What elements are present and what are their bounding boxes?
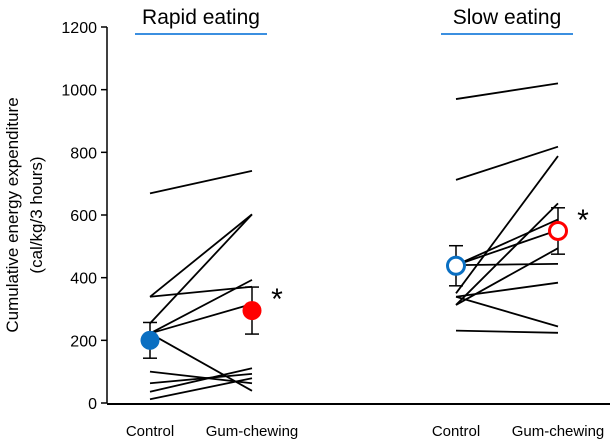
x-tick-label: Control (432, 423, 480, 440)
subject-line (149, 367, 253, 393)
subject-line (455, 262, 559, 267)
y-axis: 0 200 400 600 800 1000 1200 (61, 20, 610, 413)
subject-line (455, 247, 559, 306)
subject-line (149, 303, 253, 335)
y-tick-label: 1200 (61, 20, 97, 37)
panel-title: Slow eating (453, 6, 562, 29)
subject-line (455, 145, 559, 181)
panel-title: Rapid eating (142, 6, 260, 29)
x-tick-label: Gum-chewing (512, 423, 605, 440)
significance-marker: * (271, 283, 283, 316)
subject-line (149, 169, 253, 195)
x-tick-label: Gum-chewing (206, 423, 299, 440)
subject-line (455, 202, 559, 306)
significance-marker: * (577, 204, 589, 237)
subject-line (455, 295, 559, 328)
y-tick-label: 200 (70, 333, 97, 350)
y-tick-label: 0 (88, 396, 97, 413)
subject-line (455, 229, 559, 266)
subject-line (455, 218, 559, 266)
panel-0: Rapid eating Control Gum-chewing * (126, 6, 298, 440)
y-tick-label: 1000 (61, 83, 97, 100)
subject-line (149, 377, 253, 401)
control-mean-marker (446, 255, 466, 276)
subject-line (455, 329, 559, 334)
y-axis-label-line1: Cumulative energy expenditure (3, 97, 22, 332)
x-tick-label: Control (126, 423, 174, 440)
subject-line (149, 213, 253, 325)
y-tick-label: 600 (70, 208, 97, 225)
y-tick-label: 400 (70, 271, 97, 288)
y-tick-label: 800 (70, 145, 97, 162)
y-axis-label-line2: (cal/kg/3 hours) (27, 156, 46, 273)
subject-line (149, 372, 253, 385)
subject-line (455, 82, 559, 100)
subject-line (149, 213, 253, 298)
gum-mean-marker (548, 220, 568, 241)
control-mean-marker (140, 330, 160, 350)
subject-line (455, 155, 559, 294)
subject-line (149, 279, 253, 335)
gum-mean-marker (242, 301, 262, 321)
panel-1: Slow eating Control Gum-chewing * (432, 6, 604, 440)
subject-line (455, 281, 559, 298)
